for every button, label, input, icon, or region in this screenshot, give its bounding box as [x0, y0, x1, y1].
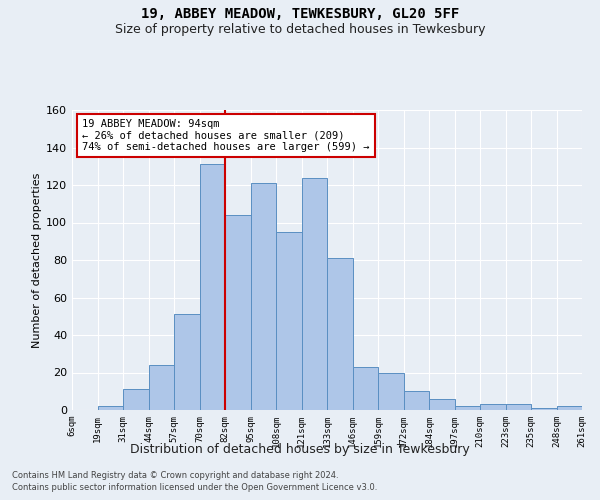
Bar: [404, 391, 429, 410]
Bar: [199, 164, 225, 410]
Bar: [251, 183, 276, 410]
Text: 19, ABBEY MEADOW, TEWKESBURY, GL20 5FF: 19, ABBEY MEADOW, TEWKESBURY, GL20 5FF: [141, 8, 459, 22]
Bar: [531, 408, 557, 410]
Bar: [353, 367, 378, 410]
Bar: [97, 406, 123, 410]
Bar: [505, 404, 531, 410]
Bar: [455, 406, 480, 410]
Bar: [327, 258, 353, 410]
Text: Contains public sector information licensed under the Open Government Licence v3: Contains public sector information licen…: [12, 484, 377, 492]
Text: Size of property relative to detached houses in Tewkesbury: Size of property relative to detached ho…: [115, 22, 485, 36]
Bar: [123, 390, 149, 410]
Bar: [174, 314, 199, 410]
Bar: [429, 399, 455, 410]
Bar: [480, 404, 505, 410]
Bar: [302, 178, 327, 410]
Bar: [557, 406, 582, 410]
Y-axis label: Number of detached properties: Number of detached properties: [32, 172, 42, 348]
Bar: [225, 215, 251, 410]
Text: Distribution of detached houses by size in Tewkesbury: Distribution of detached houses by size …: [130, 442, 470, 456]
Text: 19 ABBEY MEADOW: 94sqm
← 26% of detached houses are smaller (209)
74% of semi-de: 19 ABBEY MEADOW: 94sqm ← 26% of detached…: [82, 119, 370, 152]
Bar: [378, 372, 404, 410]
Text: Contains HM Land Registry data © Crown copyright and database right 2024.: Contains HM Land Registry data © Crown c…: [12, 471, 338, 480]
Bar: [149, 365, 174, 410]
Bar: [276, 232, 302, 410]
